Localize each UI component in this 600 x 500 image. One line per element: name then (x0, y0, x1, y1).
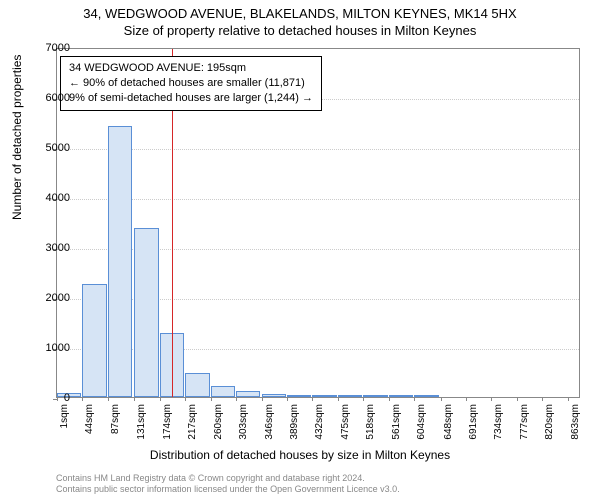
x-tick-label: 44sqm (84, 404, 95, 434)
x-tick-label: 260sqm (213, 404, 224, 440)
x-tick-label: 217sqm (187, 404, 198, 440)
x-tick-label: 131sqm (136, 404, 147, 440)
info-box: 34 WEDGWOOD AVENUE: 195sqm ← 90% of deta… (60, 56, 322, 111)
y-tick-label: 5000 (30, 142, 70, 154)
histogram-bar (236, 391, 260, 397)
x-tick-mark (134, 397, 135, 401)
y-tick-label: 1000 (30, 342, 70, 354)
x-tick-label: 303sqm (238, 404, 249, 440)
x-tick-mark (160, 397, 161, 401)
x-tick-label: 561sqm (391, 404, 402, 440)
x-tick-mark (185, 397, 186, 401)
x-tick-mark (363, 397, 364, 401)
x-tick-label: 174sqm (162, 404, 173, 440)
histogram-bar (312, 395, 336, 397)
x-tick-mark (389, 397, 390, 401)
histogram-bar (414, 395, 438, 397)
x-tick-mark (262, 397, 263, 401)
info-line-1: 34 WEDGWOOD AVENUE: 195sqm (69, 61, 313, 76)
histogram-bar (287, 395, 311, 397)
y-tick-label: 6000 (30, 92, 70, 104)
y-tick-label: 0 (30, 392, 70, 404)
title-line-1: 34, WEDGWOOD AVENUE, BLAKELANDS, MILTON … (0, 6, 600, 23)
histogram-bar (211, 386, 235, 398)
info-line-3: 9% of semi-detached houses are larger (1… (69, 91, 313, 106)
x-tick-label: 820sqm (544, 404, 555, 440)
x-tick-mark (466, 397, 467, 401)
x-tick-mark (236, 397, 237, 401)
histogram-bar (185, 373, 209, 397)
x-tick-label: 691sqm (468, 404, 479, 440)
x-tick-label: 87sqm (110, 404, 121, 434)
histogram-bar (262, 394, 286, 398)
x-tick-label: 389sqm (289, 404, 300, 440)
grid-line (57, 199, 579, 200)
footer-line-1: Contains HM Land Registry data © Crown c… (56, 473, 400, 485)
chart-title-block: 34, WEDGWOOD AVENUE, BLAKELANDS, MILTON … (0, 0, 600, 40)
x-tick-mark (517, 397, 518, 401)
y-tick-label: 3000 (30, 242, 70, 254)
x-tick-label: 863sqm (570, 404, 581, 440)
x-axis-title: Distribution of detached houses by size … (0, 448, 600, 462)
histogram-bar (389, 395, 413, 397)
x-tick-mark (441, 397, 442, 401)
title-line-2: Size of property relative to detached ho… (0, 23, 600, 40)
x-tick-label: 518sqm (365, 404, 376, 440)
histogram-bar (134, 228, 158, 398)
x-tick-mark (414, 397, 415, 401)
x-tick-mark (568, 397, 569, 401)
x-tick-label: 648sqm (443, 404, 454, 440)
x-tick-mark (542, 397, 543, 401)
x-tick-label: 346sqm (264, 404, 275, 440)
histogram-bar (82, 284, 106, 397)
footer: Contains HM Land Registry data © Crown c… (56, 473, 400, 496)
y-axis-title: Number of detached properties (10, 55, 24, 220)
x-tick-mark (82, 397, 83, 401)
x-tick-label: 777sqm (519, 404, 530, 440)
x-tick-label: 604sqm (416, 404, 427, 440)
x-tick-mark (287, 397, 288, 401)
footer-line-2: Contains public sector information licen… (56, 484, 400, 496)
grid-line (57, 149, 579, 150)
x-tick-mark (108, 397, 109, 401)
x-tick-label: 432sqm (314, 404, 325, 440)
y-tick-label: 7000 (30, 42, 70, 54)
y-tick-label: 2000 (30, 292, 70, 304)
x-tick-mark (211, 397, 212, 401)
x-tick-mark (312, 397, 313, 401)
info-line-2: ← 90% of detached houses are smaller (11… (69, 76, 313, 91)
histogram-bar (363, 395, 387, 397)
x-tick-label: 475sqm (340, 404, 351, 440)
histogram-bar (338, 395, 362, 397)
histogram-bar (108, 126, 132, 398)
x-tick-label: 734sqm (493, 404, 504, 440)
x-tick-mark (338, 397, 339, 401)
x-tick-mark (491, 397, 492, 401)
y-tick-label: 4000 (30, 192, 70, 204)
x-tick-label: 1sqm (59, 404, 70, 428)
